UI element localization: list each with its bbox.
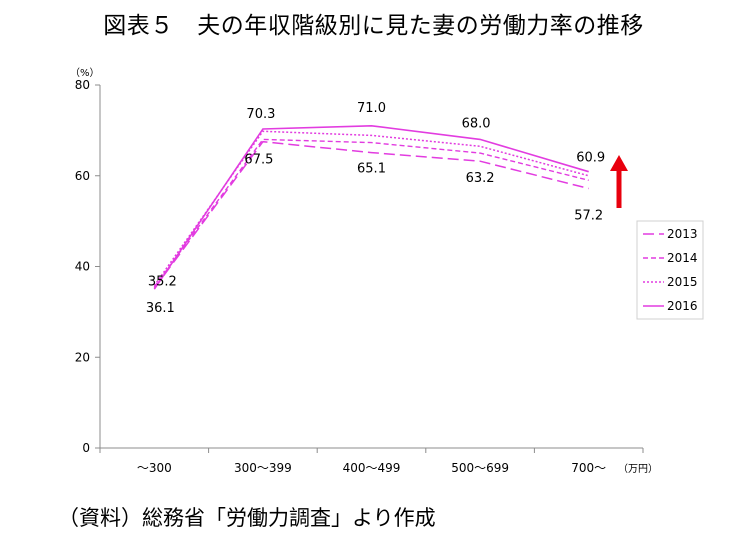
axes: 0 20 40 60 80 ～300 300～399 400～499 500～699 700～ — [75, 78, 644, 475]
y-tick-label: 0 — [82, 441, 90, 455]
y-tick-label: 80 — [75, 78, 90, 92]
data-label: 36.1 — [146, 301, 175, 316]
legend-box — [636, 220, 704, 320]
series-line-2016 — [153, 124, 589, 290]
legend-label: 2014 — [667, 251, 698, 265]
data-label: 35.2 — [148, 274, 177, 289]
data-label: 71.0 — [357, 101, 386, 116]
up-arrow-icon — [610, 155, 628, 208]
y-tick-label: 20 — [75, 350, 90, 364]
series-line-2015 — [153, 130, 589, 287]
series-layer — [153, 124, 589, 290]
legend-label: 2016 — [667, 299, 698, 313]
legend: 2013 2014 2015 2016 — [636, 220, 704, 320]
x-tick-label: 500～699 — [451, 461, 509, 475]
legend-label: 2015 — [667, 275, 698, 289]
y-tick-label: 40 — [75, 260, 90, 274]
source-note: （資料）総務省「労働力調査」より作成 — [58, 506, 436, 530]
x-tick-label: ～300 — [137, 461, 172, 475]
x-tick-label: 300～399 — [234, 461, 292, 475]
x-axis-unit: （万円） — [618, 463, 658, 475]
data-label: 60.9 — [576, 151, 605, 166]
data-label: 57.2 — [574, 208, 603, 223]
data-label: 65.1 — [357, 162, 386, 177]
series-line-2014 — [153, 138, 589, 288]
y-tick-label: 60 — [75, 169, 90, 183]
line-chart: （%） （万円） 0 20 40 60 80 ～300 300～399 400～499 500～… — [70, 67, 704, 475]
data-label: 68.0 — [462, 116, 491, 131]
arrow-head — [610, 155, 628, 171]
x-tick-label: 700～ — [571, 461, 606, 475]
legend-label: 2013 — [667, 227, 698, 241]
series-line-2013 — [153, 140, 589, 289]
chart-title: 図表５ 夫の年収階級別に見た妻の労働力率の推移 — [103, 13, 644, 39]
data-labels: 35.2 36.1 70.3 67.5 71.0 65.1 68.0 63.2 60.9 57.2 — [146, 101, 605, 316]
data-label: 70.3 — [246, 107, 275, 122]
data-label: 67.5 — [244, 153, 273, 168]
y-axis-unit: （%） — [70, 67, 100, 79]
data-label: 63.2 — [466, 171, 495, 186]
x-tick-label: 400～499 — [343, 461, 401, 475]
